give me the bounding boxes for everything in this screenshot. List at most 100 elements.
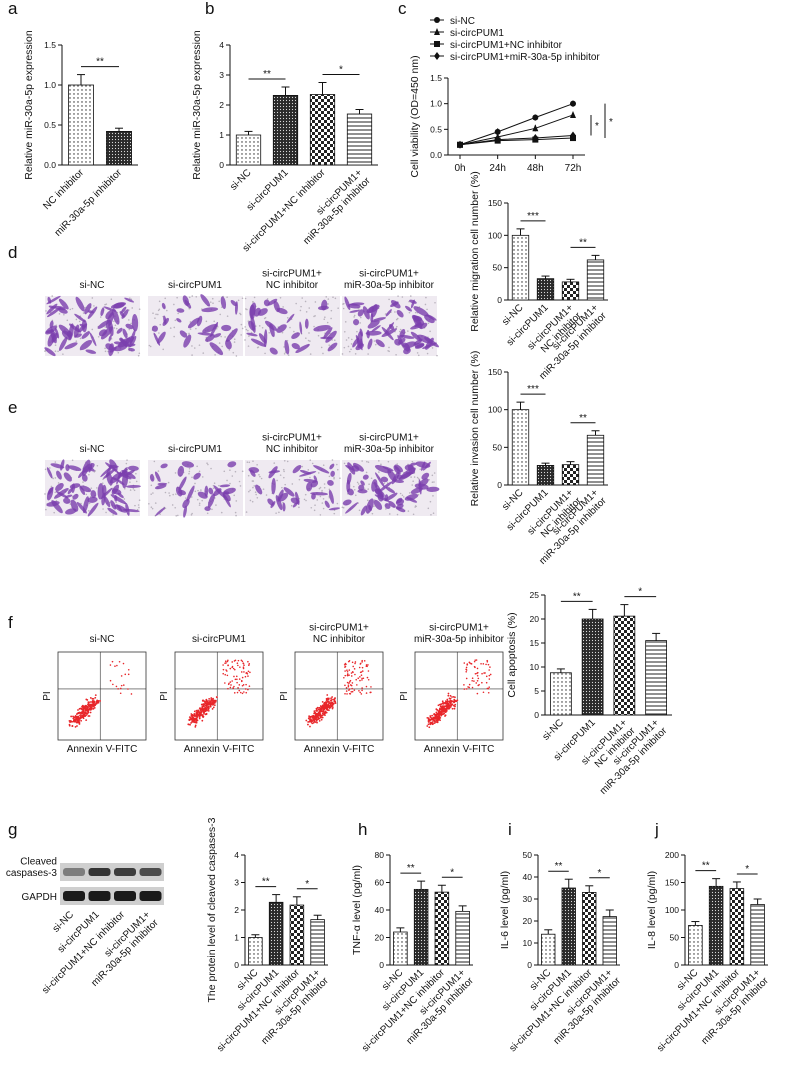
event [321,712,324,715]
panel-letter: a [8,0,18,18]
cell [263,299,270,307]
pore [44,468,47,471]
pore [228,349,231,351]
pore [247,474,250,477]
pore [361,460,363,462]
event [198,713,201,716]
cell [221,324,232,332]
event [321,716,324,719]
y-tick-label: 80 [375,850,385,860]
cell [108,343,115,357]
event [224,673,227,676]
cell [378,481,393,493]
event [344,670,346,672]
event [71,725,74,728]
event [354,673,356,676]
pore [213,482,216,484]
event [231,661,233,663]
pore [226,315,229,317]
event [68,719,71,722]
event [488,678,491,680]
y-tick-label: 2 [234,905,239,915]
event [311,722,314,725]
event [429,722,432,725]
pore [252,486,254,489]
event [224,682,226,684]
event [189,718,191,721]
pore [52,477,54,480]
pore [54,350,57,352]
pore [328,475,331,478]
cell [119,311,125,318]
pore [245,511,248,513]
event [120,675,123,677]
flow-frame [174,651,264,741]
cell [111,488,122,495]
cell [225,328,238,342]
pore [342,303,344,305]
image-x-label: Annexin V-FITC [67,744,138,755]
pore [226,479,228,482]
image-label: si-circPUM1+ miR-30a-5p inhibitor [344,269,435,292]
micrograph [244,296,340,356]
cell [381,328,397,337]
cell [227,461,237,468]
pore [313,509,316,512]
pore [90,487,93,489]
event [348,681,351,683]
y-tick-label: 100 [488,230,502,240]
pore [91,297,94,299]
cell [257,308,268,316]
event [198,716,201,718]
cell [100,307,105,317]
y-axis-label: The protein level of cleaved caspases-3 [206,817,218,1002]
pore [424,303,427,306]
event [353,689,356,691]
pore [260,477,263,480]
cell [380,476,389,483]
image-label-line: NC inhibitor [313,634,366,645]
cell [47,486,54,495]
event [97,700,100,702]
y-tick-label: 15 [530,638,540,648]
cell [55,483,64,492]
event [82,709,85,712]
pore [48,467,51,469]
pore [177,514,179,517]
event [436,718,439,721]
event [191,716,194,719]
event [437,714,440,716]
y-tick-label: 0.5 [430,124,442,134]
pore [150,484,153,487]
event [357,677,360,680]
event [428,726,431,729]
event [477,684,480,687]
event [447,694,450,697]
pore [157,313,159,316]
event [477,677,480,680]
pore [152,492,154,494]
pore [286,316,289,319]
event [489,673,492,676]
event [353,668,356,670]
pore [240,334,242,336]
pore [131,307,134,309]
significance-label: *** [527,384,539,395]
pore [62,353,64,355]
pore [300,305,302,308]
cell [181,461,195,468]
event [241,692,244,695]
pore [173,326,176,329]
cell [347,462,356,475]
pore [426,308,428,311]
pore [431,474,434,477]
event [99,700,102,702]
cell [44,347,56,357]
cell [157,482,168,486]
event [360,674,363,676]
cell [413,306,429,317]
pore [57,482,60,484]
event [441,700,444,703]
event [226,674,229,677]
pore [328,488,331,491]
